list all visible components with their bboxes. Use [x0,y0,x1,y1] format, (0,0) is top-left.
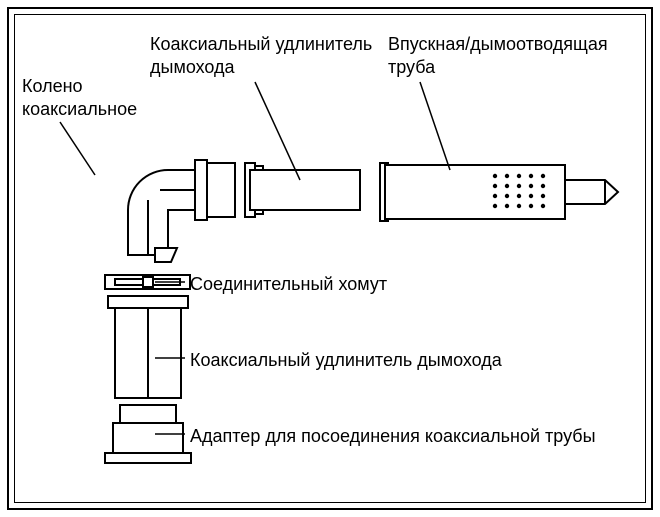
terminal-dot [505,194,509,198]
terminal-dot [505,204,509,208]
terminal-dot [529,194,533,198]
terminal-dot [517,204,521,208]
parts-group [105,160,618,463]
terminal-dot [517,184,521,188]
terminal-dot [493,204,497,208]
terminal-dot [493,194,497,198]
terminal-dot [541,204,545,208]
terminal-dot [505,174,509,178]
adapter-base [105,453,191,463]
terminal-dot [517,174,521,178]
label-elbow: Колено коаксиальное [22,75,137,120]
terminal-dot [541,194,545,198]
elbow-body [128,170,195,255]
h-extender-body [250,170,360,210]
adapter-top [120,405,176,423]
terminal-dot [505,184,509,188]
terminal-dot [529,184,533,188]
label-adapter: Адаптер для посоединения коаксиальной тр… [190,425,596,448]
leader-terminal [420,82,450,170]
label-extender-top: Коаксиальный удлинитель дымохода [150,33,372,78]
v-extender-flare [108,296,188,308]
elbow-tab [155,248,177,262]
label-clamp: Соединительный хомут [190,273,387,296]
terminal-dot [541,174,545,178]
clamp-bolt [143,277,153,287]
terminal-dot [493,174,497,178]
collar-2 [207,163,235,217]
terminal-dot [529,204,533,208]
terminal-dot [493,184,497,188]
collar-1 [195,160,207,220]
terminal-dot [529,174,533,178]
label-extender-v: Коаксиальный удлинитель дымохода [190,349,502,372]
terminal-dot [541,184,545,188]
terminal-body [385,165,565,219]
adapter-body [113,423,183,453]
terminal-dot [517,194,521,198]
leader-elbow [60,122,95,175]
label-terminal: Впускная/дымоотводящая труба [388,33,608,78]
terminal-nozzle [565,180,618,204]
